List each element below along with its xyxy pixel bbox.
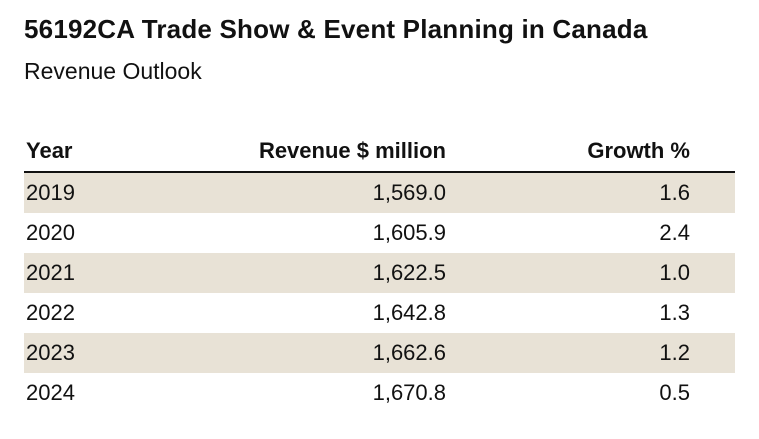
growth-cell: 0.5 (659, 380, 690, 405)
revenue-cell: 1,642.8 (372, 300, 446, 325)
table-row: 2020 1,605.9 2.4 (24, 213, 735, 253)
page-title: 56192CA Trade Show & Event Planning in C… (24, 14, 648, 44)
table-row: 2023 1,662.6 1.2 (24, 333, 735, 373)
year-cell: 2024 (26, 380, 75, 405)
year-cell: 2023 (26, 340, 75, 365)
year-cell: 2022 (26, 300, 75, 325)
revenue-table: Year Revenue $ million Growth % 2019 1,56… (24, 132, 735, 413)
revenue-cell: 1,662.6 (372, 340, 446, 365)
revenue-cell: 1,605.9 (372, 220, 446, 245)
growth-cell: 1.2 (659, 340, 690, 365)
table-row: 2021 1,622.5 1.0 (24, 253, 735, 293)
year-cell: 2021 (26, 260, 75, 285)
column-header-year: Year (26, 138, 73, 163)
column-header-growth: Growth % (587, 138, 690, 163)
growth-cell: 1.6 (659, 180, 690, 205)
table-row: 2019 1,569.0 1.6 (24, 173, 735, 213)
revenue-cell: 1,670.8 (372, 380, 446, 405)
table-header: Year Revenue $ million Growth % (24, 132, 735, 173)
year-cell: 2019 (26, 180, 75, 205)
table-row: 2024 1,670.8 0.5 (24, 373, 735, 413)
growth-cell: 1.0 (659, 260, 690, 285)
revenue-cell: 1,622.5 (372, 260, 446, 285)
column-header-revenue: Revenue $ million (258, 138, 446, 163)
revenue-cell: 1,569.0 (372, 180, 446, 205)
page-subtitle: Revenue Outlook (24, 58, 202, 84)
table-row: 2022 1,642.8 1.3 (24, 293, 735, 333)
growth-cell: 1.3 (659, 300, 690, 325)
year-cell: 2020 (26, 220, 75, 245)
growth-cell: 2.4 (659, 220, 690, 245)
